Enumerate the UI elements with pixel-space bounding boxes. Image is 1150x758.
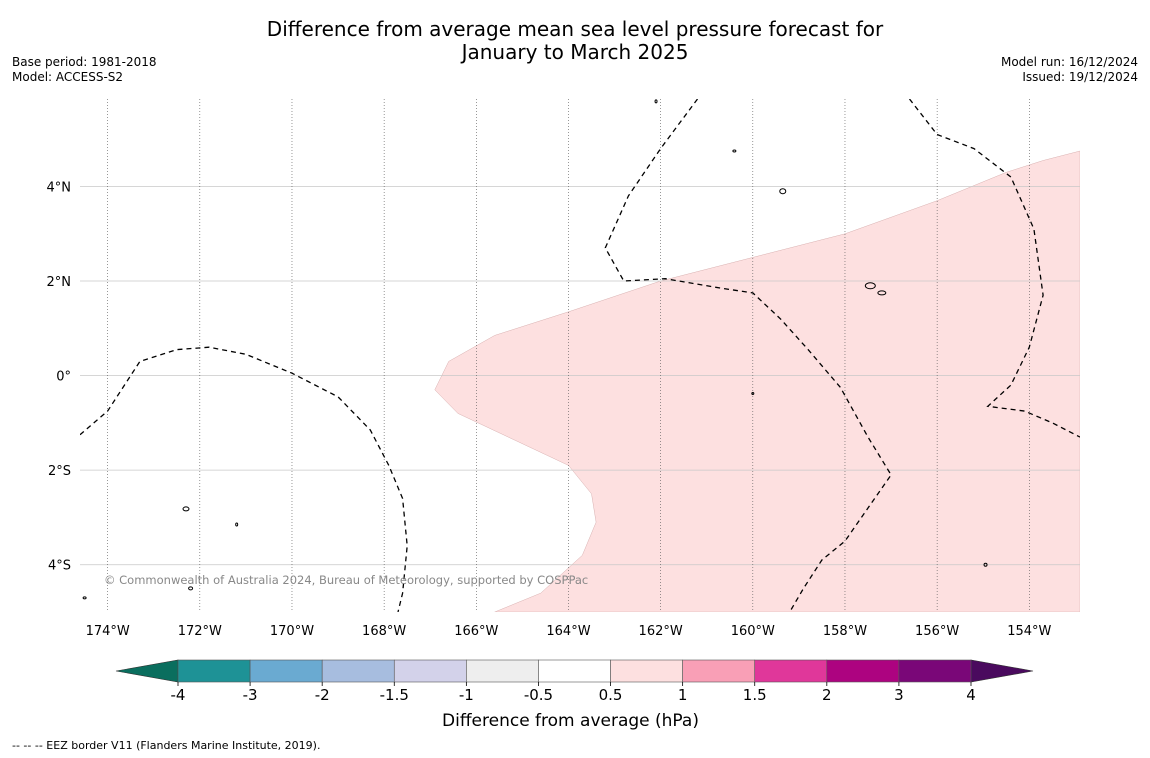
colorbar-bin	[826, 659, 900, 683]
colorbar-label: Difference from average (hPa)	[442, 711, 699, 731]
colorbar-tick-label: 0.5	[599, 686, 623, 704]
longitude-tick-label: 174°W	[86, 624, 130, 639]
longitude-tick-label: 156°W	[915, 624, 959, 639]
island-outline	[188, 586, 194, 591]
colorbar-bin	[321, 659, 395, 683]
island-outline	[182, 506, 190, 512]
map-area	[80, 99, 1080, 612]
meta-left: Base period: 1981-2018 Model: ACCESS-S2	[12, 55, 157, 85]
copyright-text: © Commonwealth of Australia 2024, Bureau…	[104, 573, 588, 587]
title-line-1: Difference from average mean sea level p…	[266, 17, 884, 41]
colorbar-tick-label: 3	[894, 686, 904, 704]
latitude-tick-label: 2°S	[48, 464, 71, 479]
map-title: Difference from average mean sea level p…	[0, 18, 1150, 64]
longitude-tick-label: 164°W	[546, 624, 590, 639]
eez-border-line	[908, 99, 1080, 438]
colorbar-tick-label: -0.5	[524, 686, 553, 704]
colorbar-tick-label: -1	[459, 686, 474, 704]
anomaly-region	[434, 150, 1080, 612]
eez-border-line	[80, 346, 408, 612]
colorbar-bin	[610, 659, 683, 683]
longitude-tick-label: 168°W	[362, 624, 406, 639]
island-outline	[654, 99, 658, 104]
longitude-tick-label: 162°W	[639, 624, 683, 639]
island-outline	[864, 282, 876, 290]
latitude-tick-label: 2°N	[47, 275, 72, 290]
colorbar-tick-label: 1	[678, 686, 688, 704]
colorbar-over-triangle	[970, 659, 1034, 683]
longitude-tick-label: 166°W	[454, 624, 498, 639]
colorbar-tick-label: -3	[243, 686, 258, 704]
eez-border-line	[604, 99, 892, 612]
model-text: Model: ACCESS-S2	[12, 70, 124, 84]
island-outline	[82, 596, 87, 600]
island-outline	[877, 290, 887, 296]
eez-legend-note: -- -- -- EEZ border V11 (Flanders Marine…	[12, 739, 321, 752]
colorbar-bin	[177, 659, 251, 683]
island-outline	[983, 562, 988, 567]
colorbar-bin	[538, 659, 611, 683]
colorbar-tick-label: 4	[966, 686, 976, 704]
longitude-tick-label: 158°W	[823, 624, 867, 639]
longitude-tick-label: 172°W	[178, 624, 222, 639]
meta-right: Model run: 16/12/2024 Issued: 19/12/2024	[1001, 55, 1138, 85]
latitude-tick-label: 0°	[56, 370, 71, 385]
colorbar-tick-label: -1.5	[380, 686, 409, 704]
issued-text: Issued: 19/12/2024	[1022, 70, 1138, 84]
colorbar-bin	[393, 659, 467, 683]
colorbar-under-triangle	[115, 659, 179, 683]
colorbar-tick-label: 2	[822, 686, 832, 704]
latitude-tick-label: 4°S	[48, 559, 71, 574]
latitude-tick-label: 4°N	[47, 180, 72, 195]
colorbar-bin	[898, 659, 972, 683]
map-figure: © Commonwealth of Australia 2024, Bureau…	[47, 99, 1080, 639]
model-run-text: Model run: 16/12/2024	[1000, 55, 1138, 69]
colorbar-bin	[249, 659, 323, 683]
colorbar-tick-label: -2	[315, 686, 330, 704]
colorbar-bin	[682, 659, 756, 683]
longitude-tick-label: 170°W	[270, 624, 314, 639]
title-line-2: January to March 2025	[461, 40, 689, 64]
colorbar-bin	[466, 659, 539, 683]
longitude-tick-label: 160°W	[731, 624, 775, 639]
longitude-tick-label: 154°W	[1007, 624, 1051, 639]
island-outline	[732, 149, 737, 153]
island-outline	[235, 522, 239, 527]
island-outline	[751, 392, 755, 396]
island-outline	[779, 188, 787, 195]
colorbar-bin	[754, 659, 828, 683]
colorbar-tick-label: 1.5	[743, 686, 767, 704]
base-period-text: Base period: 1981-2018	[12, 55, 157, 69]
colorbar-tick-label: -4	[171, 686, 186, 704]
